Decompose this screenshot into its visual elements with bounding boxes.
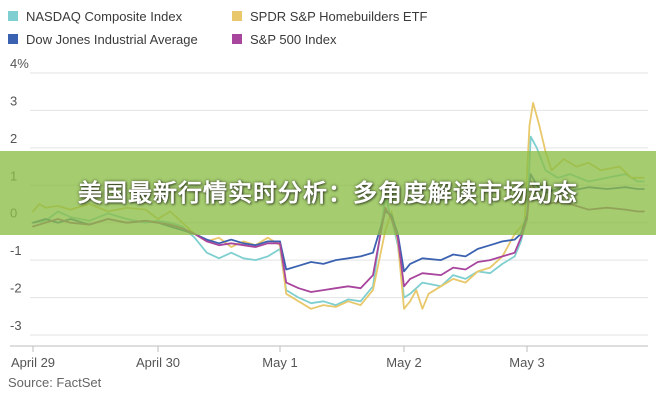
banner-title: 美国最新行情实时分析：多角度解读市场动态 (78, 178, 578, 207)
legend-label: S&P 500 Index (250, 32, 337, 47)
y-tick-label: 3 (10, 93, 17, 108)
legend-swatch (232, 11, 242, 21)
legend: NASDAQ Composite Index SPDR S&P Homebuild… (8, 9, 428, 47)
x-tick-label: April 30 (136, 355, 180, 370)
y-tick-label: 2 (10, 131, 17, 146)
legend-swatch (8, 11, 18, 21)
overlay-banner: 美国最新行情实时分析：多角度解读市场动态 (0, 151, 656, 235)
x-tick-label: April 29 (11, 355, 55, 370)
legend-label: SPDR S&P Homebuilders ETF (250, 9, 428, 24)
legend-swatch (232, 34, 242, 44)
legend-label: Dow Jones Industrial Average (26, 32, 198, 47)
y-tick-label: -3 (10, 318, 22, 333)
legend-label: NASDAQ Composite Index (26, 9, 183, 24)
x-tick-label: May 2 (386, 355, 421, 370)
y-tick-label: -1 (10, 243, 22, 258)
legend-swatch (8, 34, 18, 44)
x-tick-label: May 3 (509, 355, 544, 370)
x-tick-label: May 1 (262, 355, 297, 370)
y-tick-label: 4% (10, 56, 29, 71)
source-note: Source: FactSet (8, 375, 102, 390)
y-tick-label: -2 (10, 281, 22, 296)
